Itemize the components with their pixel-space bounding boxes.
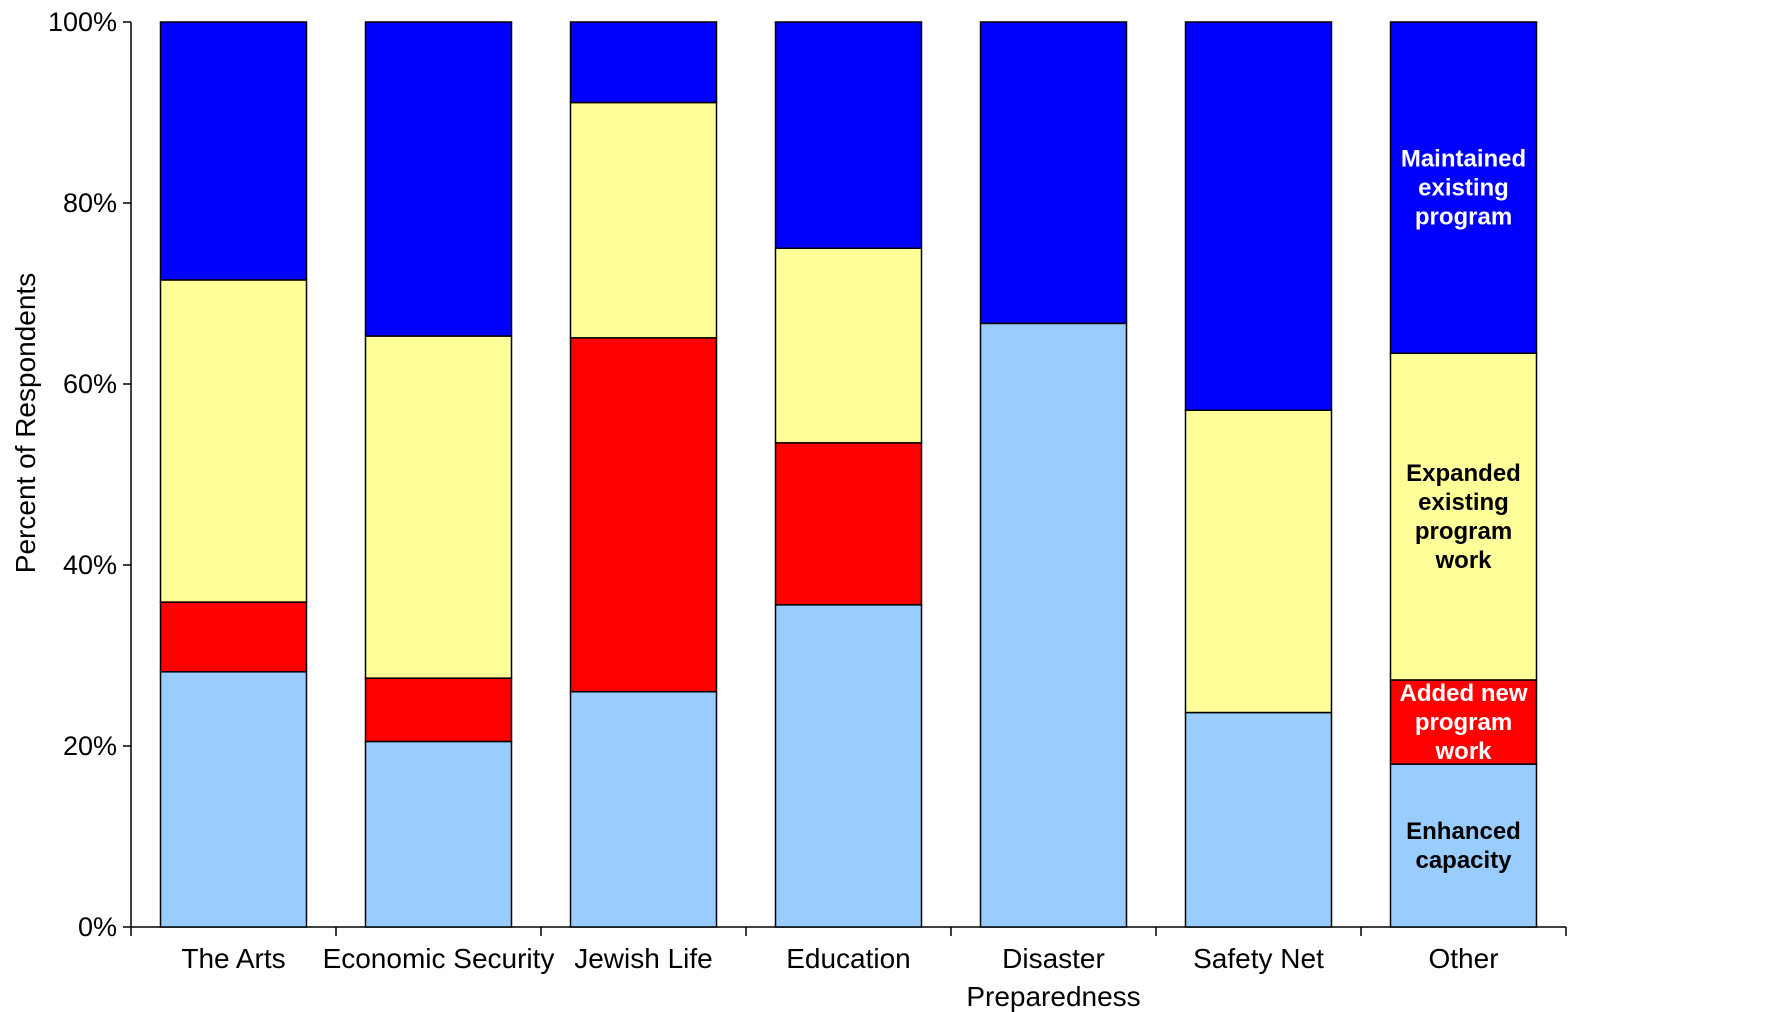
bar-segment: [979, 21, 1128, 325]
x-tick-label: Disaster: [1002, 943, 1105, 974]
bar-segment: [159, 21, 308, 281]
x-tick-label: Safety Net: [1193, 943, 1324, 974]
plot-area: 0% 20% 40% 60% 80% 100% The Arts Economic Secur…: [48, 7, 1567, 1012]
x-tick-label: Economic Security: [323, 943, 555, 974]
bar-segment: [774, 21, 923, 249]
bar-segment: [569, 690, 718, 928]
bar-segment: [569, 21, 718, 104]
bar-segment: [774, 442, 923, 606]
bar-segment: [1184, 409, 1333, 714]
segment-label: program: [1415, 709, 1512, 736]
bar-segment: [364, 335, 513, 679]
x-tick-label: Other: [1428, 943, 1498, 974]
bar-segment: [159, 601, 308, 673]
bar-segment: [774, 604, 923, 928]
x-tick-label: The Arts: [181, 943, 285, 974]
y-tick-label: 20%: [63, 731, 117, 761]
segment-label: Enhanced: [1406, 818, 1521, 845]
bar-segment: [1389, 763, 1538, 928]
y-axis-title: Percent of Respondents: [10, 273, 41, 573]
segment-label: Maintained: [1401, 146, 1526, 173]
bar-segment: [1184, 711, 1333, 928]
bar-segment: [364, 677, 513, 743]
segment-label: existing: [1418, 175, 1509, 202]
bar-segment: [364, 740, 513, 928]
bar-segment: [1389, 352, 1538, 681]
segment-label: program: [1415, 518, 1512, 545]
bar-segment: [569, 337, 718, 693]
y-tick-label: 60%: [63, 369, 117, 399]
bar-segment: [1389, 21, 1538, 354]
y-tick-label: 40%: [63, 550, 117, 580]
segment-label: work: [1434, 547, 1492, 574]
y-tick-label: 100%: [48, 7, 117, 37]
segment-label: capacity: [1415, 847, 1512, 874]
bar-segment: [364, 21, 513, 337]
segment-label: work: [1434, 738, 1492, 765]
x-tick-label: Education: [786, 943, 911, 974]
bar-segment: [159, 279, 308, 603]
x-tick-label: Preparedness: [966, 981, 1140, 1012]
bar-segment: [774, 247, 923, 444]
x-tick-label: Jewish Life: [574, 943, 713, 974]
segment-label: Added new: [1399, 680, 1527, 707]
bar-segment: [159, 671, 308, 928]
segment-label: existing: [1418, 489, 1509, 516]
y-tick-label: 80%: [63, 188, 117, 218]
bar-segment: [569, 101, 718, 339]
bar-segment: [1389, 679, 1538, 765]
segment-label: program: [1415, 204, 1512, 231]
segment-label: Expanded: [1406, 460, 1521, 487]
y-tick-label: 0%: [78, 912, 117, 942]
bar-segment: [1184, 21, 1333, 411]
bar-segment: [979, 322, 1128, 928]
